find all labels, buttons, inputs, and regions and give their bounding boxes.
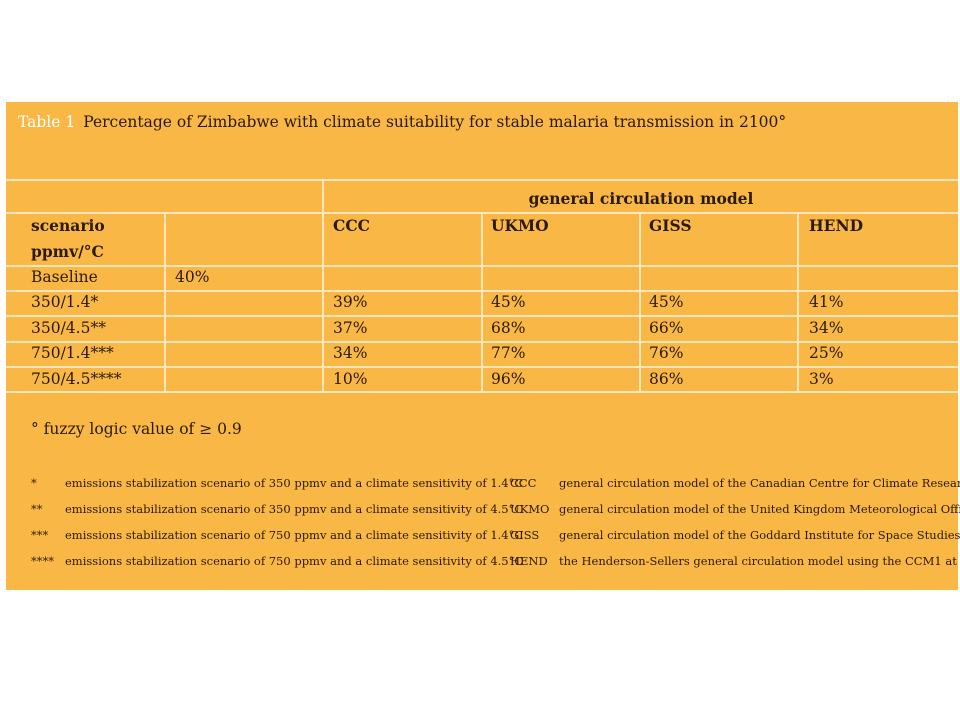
- header-model-giss: GISS: [649, 216, 692, 235]
- row-cell: 66%: [649, 319, 684, 337]
- footnote-abbr: UKMO: [510, 502, 550, 516]
- footnote-mark: *: [31, 476, 37, 490]
- footnote-text: emissions stabilization scenario of 750 …: [65, 554, 524, 568]
- footnote-abbr: CCC: [510, 476, 537, 490]
- row-baseline-value: 40%: [175, 268, 210, 286]
- row-cell: 25%: [809, 344, 844, 362]
- table-label: Table 1: [18, 113, 76, 131]
- footnote-text: emissions stabilization scenario of 750 …: [65, 528, 524, 542]
- footnote-degree: ° fuzzy logic value of ≥ 0.9: [31, 420, 242, 438]
- row-scenario: 750/1.4***: [31, 344, 114, 362]
- header-model-ccc: CCC: [333, 216, 371, 235]
- grid-line: [797, 212, 799, 393]
- footnote-mark: ****: [31, 554, 54, 568]
- row-cell: 39%: [333, 293, 368, 311]
- header-model-hend: HEND: [809, 216, 864, 235]
- row-cell: 86%: [649, 370, 684, 388]
- footnote-mark: ***: [31, 528, 49, 542]
- row-cell: 45%: [649, 293, 684, 311]
- row-cell: 41%: [809, 293, 844, 311]
- row-scenario: 350/4.5**: [31, 319, 106, 337]
- grid-line: [481, 212, 483, 393]
- row-cell: 3%: [809, 370, 834, 388]
- grid-line: [322, 179, 324, 393]
- grid-line: [639, 212, 641, 393]
- header-unit: ppmv/°C: [31, 242, 104, 261]
- row-scenario: 350/1.4*: [31, 293, 99, 311]
- row-cell: 96%: [491, 370, 526, 388]
- row-cell: 37%: [333, 319, 368, 337]
- footnote-text: emissions stabilization scenario of 350 …: [65, 476, 524, 490]
- table-title: Percentage of Zimbabwe with climate suit…: [83, 113, 787, 131]
- footnote-abbr-text: general circulation model of the Canadia…: [559, 476, 960, 490]
- footnote-text: emissions stabilization scenario of 350 …: [65, 502, 524, 516]
- footnote-abbr: HEND: [510, 554, 548, 568]
- row-scenario: Baseline: [31, 268, 98, 286]
- row-cell: 45%: [491, 293, 526, 311]
- row-cell: 76%: [649, 344, 684, 362]
- row-cell: 34%: [809, 319, 844, 337]
- header-model-ukmo: UKMO: [491, 216, 549, 235]
- footnote-abbr-text: the Henderson-Sellers general circulatio…: [559, 554, 960, 568]
- row-cell: 10%: [333, 370, 368, 388]
- footnote-abbr-text: general circulation model of the United …: [559, 502, 960, 516]
- header-group: general circulation model: [528, 189, 754, 208]
- row-cell: 68%: [491, 319, 526, 337]
- footnote-abbr: GISS: [510, 528, 540, 542]
- grid-line: [6, 179, 958, 181]
- table-panel: Table 1 Percentage of Zimbabwe with clima…: [6, 102, 960, 590]
- row-cell: 77%: [491, 344, 526, 362]
- row-scenario: 750/4.5****: [31, 370, 122, 388]
- table-caption: Table 1 Percentage of Zimbabwe with clima…: [18, 113, 786, 131]
- footnote-abbr-text: general circulation model of the Goddard…: [559, 528, 960, 542]
- header-scenario: scenario: [31, 216, 105, 235]
- row-cell: 34%: [333, 344, 368, 362]
- grid-line: [164, 212, 166, 393]
- footnote-mark: **: [31, 502, 43, 516]
